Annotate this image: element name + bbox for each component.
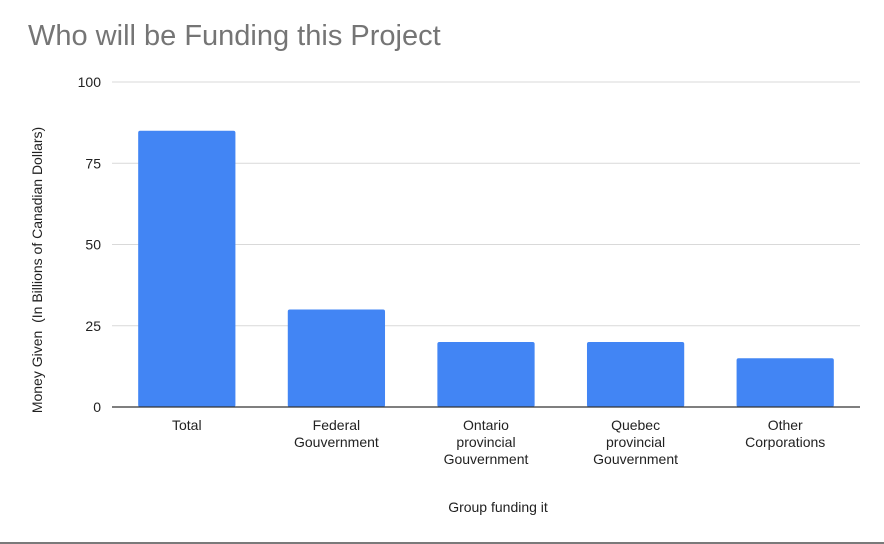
x-tick-label-line: Other (768, 417, 803, 433)
x-tick-label-line: provincial (606, 434, 665, 450)
chart-title: Who will be Funding this Project (28, 20, 441, 52)
bar (437, 342, 535, 407)
x-tick-label-line: Gouvernment (444, 451, 529, 467)
x-tick-label: Quebec provincial Gouvernment (593, 417, 678, 467)
x-tick-label-line: Ontario (463, 417, 509, 433)
bar (287, 309, 386, 407)
x-tick-label: Federal Gouvernment (294, 417, 379, 450)
x-tick-label-line: Gouvernment (294, 434, 379, 450)
x-tick-label-line: provincial (456, 434, 515, 450)
x-tick-label: Other Corporations (745, 417, 825, 450)
x-tick-label: Ontario provincial Gouvernment (444, 417, 529, 467)
x-tick-label-line: Corporations (745, 434, 825, 450)
y-tick-label: 25 (85, 318, 101, 334)
x-tick-label-line: Quebec (611, 417, 660, 433)
y-tick-label: 50 (85, 237, 101, 253)
x-tick-label: Total (172, 417, 202, 433)
x-tick-label-line: Total (172, 417, 202, 433)
bottom-border (0, 542, 884, 544)
x-tick-label-line: Federal (313, 417, 360, 433)
bar (138, 130, 236, 407)
x-axis-title: Group funding it (448, 499, 548, 515)
y-tick-label: 0 (93, 399, 101, 415)
y-tick-label: 100 (78, 74, 102, 90)
y-tick-label: 75 (85, 155, 101, 171)
y-axis-title: Money Given (In Billions of Canadian Dol… (29, 127, 45, 413)
bar (586, 342, 685, 407)
bar (736, 358, 834, 407)
x-tick-label-line: Gouvernment (593, 451, 678, 467)
